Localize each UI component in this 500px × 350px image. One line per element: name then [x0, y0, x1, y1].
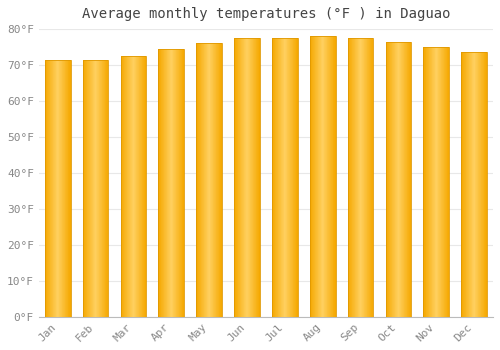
Bar — [82, 60, 108, 317]
Bar — [234, 38, 260, 317]
Bar — [424, 47, 449, 317]
Bar — [45, 60, 70, 317]
Title: Average monthly temperatures (°F ) in Daguao: Average monthly temperatures (°F ) in Da… — [82, 7, 450, 21]
Bar — [158, 49, 184, 317]
Bar — [120, 56, 146, 317]
Bar — [348, 38, 374, 317]
Bar — [272, 38, 297, 317]
Bar — [310, 36, 336, 317]
Bar — [196, 43, 222, 317]
Bar — [462, 52, 487, 317]
Bar — [386, 42, 411, 317]
